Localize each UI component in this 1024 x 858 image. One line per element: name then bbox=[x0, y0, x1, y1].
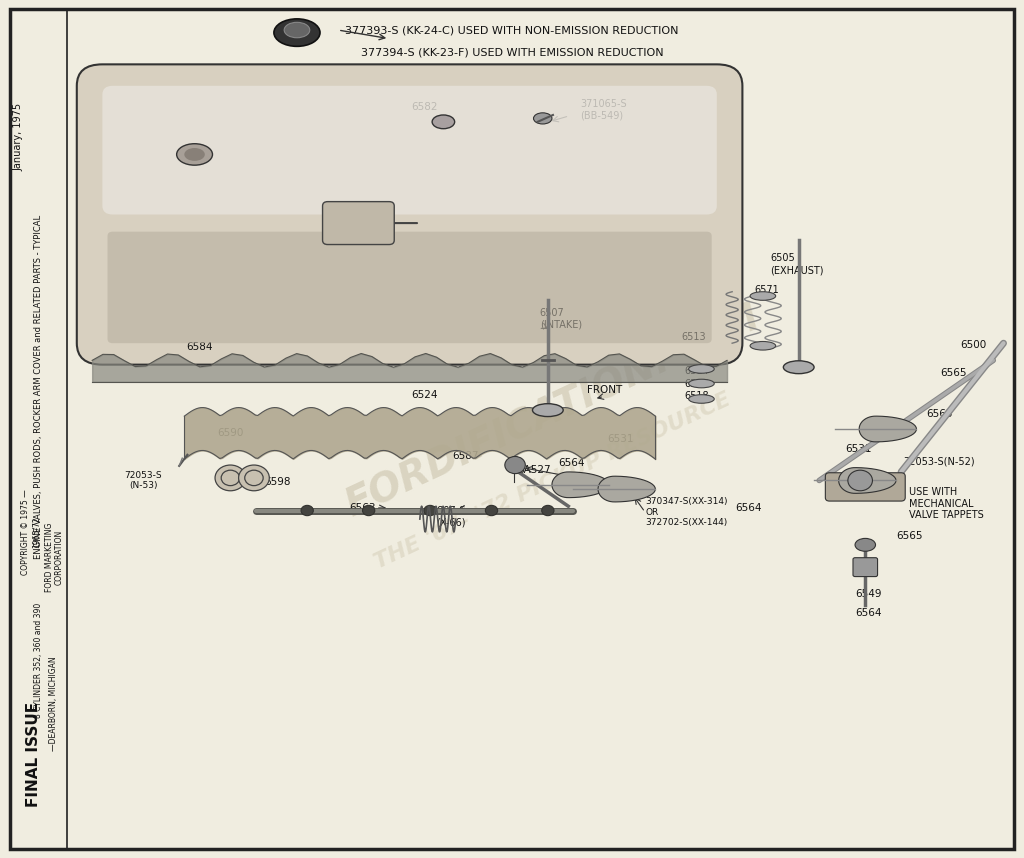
FancyBboxPatch shape bbox=[825, 473, 905, 501]
Ellipse shape bbox=[362, 505, 375, 516]
Ellipse shape bbox=[689, 395, 715, 403]
FancyBboxPatch shape bbox=[77, 64, 742, 365]
Text: FORDIFICATION.COM: FORDIFICATION.COM bbox=[340, 299, 766, 525]
Text: 72053-S(N-52): 72053-S(N-52) bbox=[903, 456, 975, 467]
Polygon shape bbox=[839, 468, 896, 493]
Text: 6565: 6565 bbox=[940, 368, 967, 378]
Ellipse shape bbox=[532, 403, 563, 416]
Text: 6564: 6564 bbox=[855, 608, 882, 619]
Ellipse shape bbox=[750, 292, 776, 300]
Ellipse shape bbox=[542, 505, 554, 516]
Text: 6531: 6531 bbox=[845, 444, 871, 454]
Text: 6564: 6564 bbox=[558, 458, 585, 468]
Ellipse shape bbox=[424, 505, 436, 516]
Circle shape bbox=[848, 470, 872, 491]
Ellipse shape bbox=[284, 22, 309, 38]
Text: CORPORATION: CORPORATION bbox=[55, 530, 63, 585]
Text: 6598: 6598 bbox=[264, 477, 291, 487]
Text: 72053-S
(N-53): 72053-S (N-53) bbox=[125, 471, 162, 490]
FancyBboxPatch shape bbox=[102, 86, 717, 214]
Text: 371065-S
(BB-549): 371065-S (BB-549) bbox=[581, 99, 628, 121]
Text: 6500: 6500 bbox=[961, 340, 987, 350]
Text: COPYRIGHT © 1975 —: COPYRIGHT © 1975 — bbox=[22, 489, 30, 575]
Text: 6505
(EXHAUST): 6505 (EXHAUST) bbox=[770, 253, 823, 275]
Circle shape bbox=[505, 456, 525, 474]
Ellipse shape bbox=[534, 112, 552, 124]
Ellipse shape bbox=[689, 365, 715, 373]
Text: 1965/72: 1965/72 bbox=[32, 517, 40, 547]
Text: 6590: 6590 bbox=[217, 428, 244, 438]
Circle shape bbox=[239, 465, 269, 491]
Ellipse shape bbox=[432, 115, 455, 129]
Text: FINAL ISSUE: FINAL ISSUE bbox=[27, 701, 41, 807]
Text: 6563: 6563 bbox=[927, 408, 953, 419]
Text: 377393-S (KK-24-C) USED WITH NON-EMISSION REDUCTION: 377393-S (KK-24-C) USED WITH NON-EMISSIO… bbox=[345, 26, 679, 36]
Text: ENGINE VALVES, PUSH RODS, ROCKER ARM COVER and RELATED PARTS - TYPICAL: ENGINE VALVES, PUSH RODS, ROCKER ARM COV… bbox=[35, 214, 43, 559]
Ellipse shape bbox=[783, 361, 814, 374]
Text: FORD MARKETING: FORD MARKETING bbox=[45, 523, 53, 592]
Text: 6572: 6572 bbox=[217, 475, 244, 486]
Ellipse shape bbox=[176, 144, 213, 166]
Text: 6587: 6587 bbox=[453, 451, 479, 462]
Text: 6517: 6517 bbox=[684, 378, 709, 389]
Text: 6531: 6531 bbox=[607, 434, 634, 444]
Text: 370347-S(XX-314)
OR
372702-S(XX-144): 370347-S(XX-314) OR 372702-S(XX-144) bbox=[645, 498, 728, 527]
Ellipse shape bbox=[485, 505, 498, 516]
Text: THE '67- '72 PICKUP RESOURCE: THE '67- '72 PICKUP RESOURCE bbox=[372, 389, 734, 572]
Polygon shape bbox=[598, 476, 655, 502]
Text: 6564: 6564 bbox=[735, 503, 762, 513]
Ellipse shape bbox=[689, 379, 715, 388]
Text: 6524: 6524 bbox=[412, 390, 438, 400]
Text: —DEARBORN, MICHIGAN: —DEARBORN, MICHIGAN bbox=[49, 656, 57, 751]
Text: 6563: 6563 bbox=[349, 503, 376, 513]
Ellipse shape bbox=[301, 505, 313, 516]
Text: 6A527: 6A527 bbox=[517, 465, 551, 475]
Text: USE WITH
MECHANICAL
VALVE TAPPETS: USE WITH MECHANICAL VALVE TAPPETS bbox=[909, 487, 984, 520]
Polygon shape bbox=[859, 416, 916, 442]
Circle shape bbox=[215, 465, 246, 491]
Ellipse shape bbox=[855, 539, 876, 551]
Text: 6571: 6571 bbox=[755, 285, 779, 295]
Text: 6549: 6549 bbox=[855, 589, 882, 599]
Text: 6518: 6518 bbox=[684, 391, 709, 402]
Text: FRONT: FRONT bbox=[587, 385, 622, 396]
Ellipse shape bbox=[184, 148, 205, 161]
Text: 6565: 6565 bbox=[896, 531, 923, 541]
Text: 6513: 6513 bbox=[681, 332, 706, 342]
Text: January, 1975: January, 1975 bbox=[13, 103, 24, 171]
FancyBboxPatch shape bbox=[323, 202, 394, 245]
Ellipse shape bbox=[273, 19, 319, 46]
FancyBboxPatch shape bbox=[108, 232, 712, 343]
Text: 6507
(INTAKE): 6507 (INTAKE) bbox=[540, 308, 582, 330]
Text: 8 CYLINDER 352, 360 and 390: 8 CYLINDER 352, 360 and 390 bbox=[35, 603, 43, 718]
FancyBboxPatch shape bbox=[853, 558, 878, 577]
Text: 377394-S (KK-23-F) USED WITH EMISSION REDUCTION: 377394-S (KK-23-F) USED WITH EMISSION RE… bbox=[360, 47, 664, 57]
Text: 6514: 6514 bbox=[684, 366, 709, 376]
Text: 6582: 6582 bbox=[412, 102, 438, 112]
Text: 6584: 6584 bbox=[186, 342, 213, 353]
Polygon shape bbox=[552, 472, 609, 498]
Text: 34807-S
(X-66): 34807-S (X-66) bbox=[426, 505, 466, 528]
Ellipse shape bbox=[750, 341, 776, 350]
